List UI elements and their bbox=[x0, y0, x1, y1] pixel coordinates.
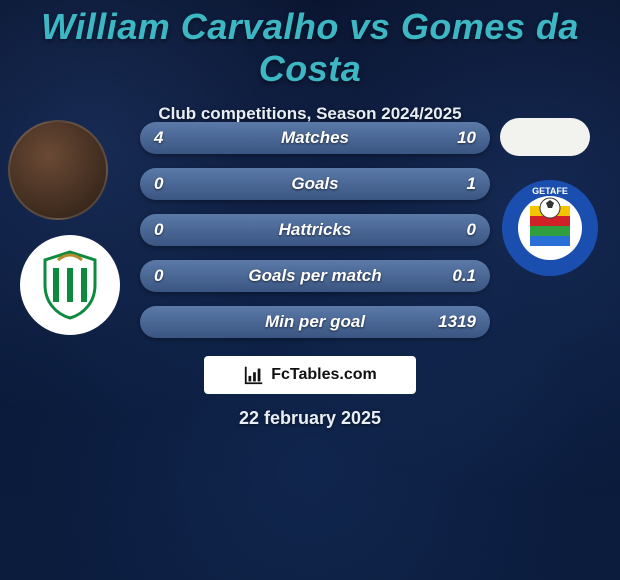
stat-label: Hattricks bbox=[140, 220, 490, 240]
stat-row-mpg: Min per goal 1319 bbox=[140, 306, 490, 338]
chart-icon bbox=[243, 364, 265, 386]
stat-row-hattricks: 0 Hattricks 0 bbox=[140, 214, 490, 246]
avatar-left bbox=[8, 120, 108, 220]
stat-label: Goals bbox=[140, 174, 490, 194]
stat-left-value: 0 bbox=[154, 174, 163, 194]
avatar-right bbox=[500, 118, 590, 156]
badge-icon: GETAFE bbox=[500, 178, 600, 278]
stat-row-matches: 4 Matches 10 bbox=[140, 122, 490, 154]
watermark: FcTables.com bbox=[204, 356, 416, 394]
stat-right-value: 10 bbox=[457, 128, 476, 148]
stat-row-goals: 0 Goals 1 bbox=[140, 168, 490, 200]
svg-text:GETAFE: GETAFE bbox=[532, 186, 568, 196]
stat-right-value: 1 bbox=[467, 174, 476, 194]
stat-right-value: 0 bbox=[467, 220, 476, 240]
content: William Carvalho vs Gomes da Costa Club … bbox=[0, 0, 620, 580]
stat-label: Goals per match bbox=[140, 266, 490, 286]
club-logo-left bbox=[20, 235, 120, 335]
page-date: 22 february 2025 bbox=[0, 408, 620, 429]
stat-label: Matches bbox=[140, 128, 490, 148]
watermark-text: FcTables.com bbox=[271, 366, 377, 384]
stat-left-value: 4 bbox=[154, 128, 163, 148]
stat-right-value: 1319 bbox=[438, 312, 476, 332]
stat-left-value: 0 bbox=[154, 220, 163, 240]
stats-panel: 4 Matches 10 0 Goals 1 0 Hattricks 0 0 G… bbox=[140, 122, 490, 352]
page-title: William Carvalho vs Gomes da Costa bbox=[0, 0, 620, 90]
stat-left-value: 0 bbox=[154, 266, 163, 286]
club-logo-right: GETAFE bbox=[500, 178, 600, 278]
stat-row-gpm: 0 Goals per match 0.1 bbox=[140, 260, 490, 292]
shield-icon bbox=[40, 250, 100, 320]
stat-right-value: 0.1 bbox=[452, 266, 476, 286]
